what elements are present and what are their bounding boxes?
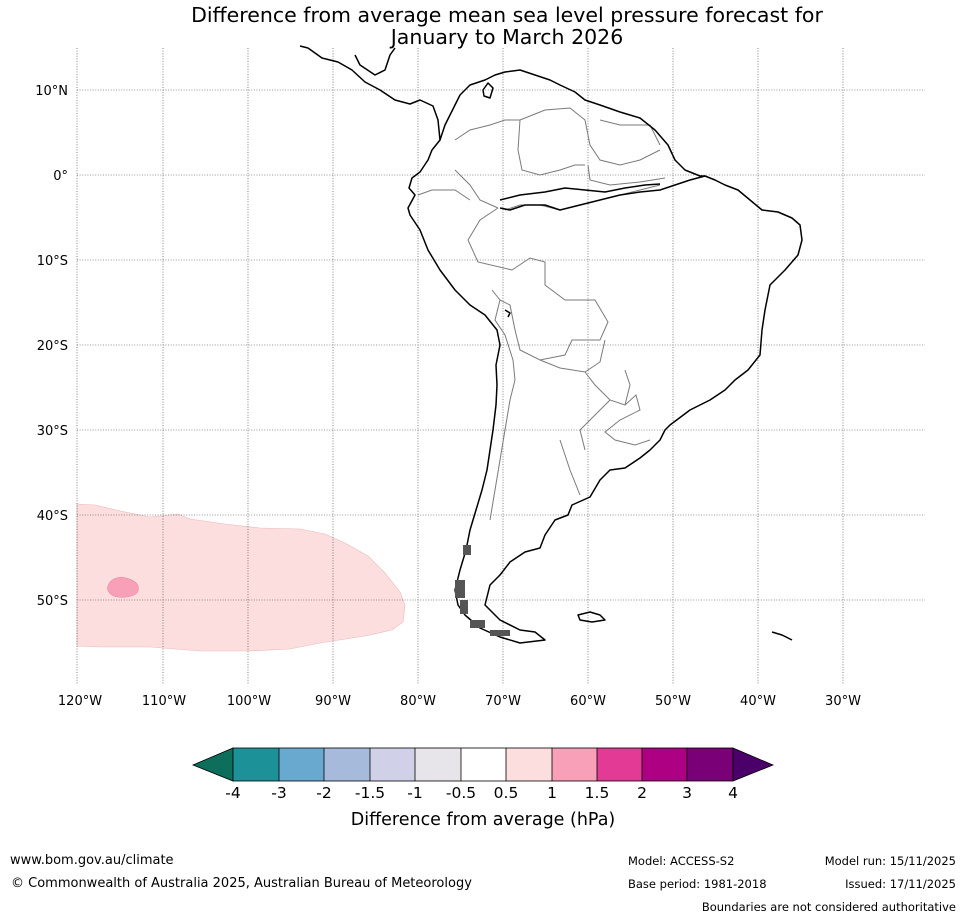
lon-label-80w: 80°W — [400, 694, 436, 709]
colorbar-legend: -4 -3 -2 -1.5 -1 -0.5 0.5 1 1.5 2 3 4 Di… — [191, 747, 775, 830]
colorbar-tick: -1.5 — [355, 784, 385, 802]
lat-label-20s: 20°S — [37, 339, 68, 354]
colorbar-tick: 0.5 — [494, 784, 519, 802]
model-name: Model: ACCESS-S2 — [628, 854, 735, 868]
lon-label-60w: 60°W — [570, 694, 606, 709]
lat-label-50s: 50°S — [37, 594, 68, 609]
colorbar-tick: -2 — [316, 784, 331, 802]
chilean-archipelago — [455, 545, 510, 636]
lake-maracaibo — [482, 82, 494, 99]
colorbar-extend-min — [191, 747, 234, 782]
lon-label-90w: 90°W — [315, 694, 351, 709]
graticule — [76, 48, 925, 685]
colorbar-segment — [461, 748, 506, 781]
colorbar-segment — [687, 748, 733, 781]
boundaries-disclaimer: Boundaries are not considered authoritat… — [701, 900, 956, 914]
south-georgia — [771, 631, 793, 641]
colorbar-tick: 1.5 — [585, 784, 610, 802]
coastlines — [299, 45, 803, 644]
colorbar-tick: 2 — [637, 784, 647, 802]
lon-label-40w: 40°W — [740, 694, 776, 709]
model-run-date: Model run: 15/11/2025 — [824, 854, 956, 868]
anomaly-region-0.5-1 — [76, 503, 406, 652]
anomaly-region-1-1.5 — [107, 577, 139, 598]
lon-label-30w: 30°W — [825, 694, 861, 709]
colorbar-tick: -1 — [407, 784, 422, 802]
colorbar-segment — [279, 748, 324, 781]
lat-label-40s: 40°S — [37, 509, 68, 524]
colorbar-segment — [506, 748, 552, 781]
falkland-islands — [577, 611, 606, 623]
lon-label-100w: 100°W — [227, 694, 271, 709]
lat-label-30s: 30°S — [37, 424, 68, 439]
colorbar-segment — [597, 748, 642, 781]
anomaly-shading — [76, 503, 406, 652]
base-period: Base period: 1981-2018 — [628, 877, 767, 891]
lat-label-10s: 10°S — [37, 254, 68, 269]
lat-label-0: 0° — [53, 169, 68, 184]
map-title: Difference from average mean sea level p… — [0, 4, 965, 48]
copyright-notice: © Commonwealth of Australia 2025, Austra… — [11, 876, 472, 891]
colorbar-tick: 1 — [547, 784, 557, 802]
latitude-labels: 10°N 0° 10°S 20°S 30°S 40°S 50°S — [35, 84, 68, 609]
north-coastline — [439, 69, 705, 177]
colorbar-tick: -3 — [271, 784, 286, 802]
longitude-labels: 120°W 110°W 100°W 90°W 80°W 70°W 60°W 50… — [58, 694, 861, 709]
colorbar-segment — [324, 748, 370, 781]
colorbar-tick: -4 — [225, 784, 240, 802]
lat-label-10n: 10°N — [35, 84, 68, 99]
bom-url-link[interactable]: www.bom.gov.au/climate — [10, 853, 174, 868]
colorbar-title: Difference from average (hPa) — [351, 810, 616, 830]
lon-label-120w: 120°W — [58, 694, 102, 709]
south-america-coastline — [307, 47, 803, 644]
colorbar-tick: 4 — [728, 784, 738, 802]
lon-label-110w: 110°W — [142, 694, 186, 709]
country-borders — [417, 107, 666, 521]
lon-label-70w: 70°W — [485, 694, 521, 709]
central-america-coastline — [299, 45, 396, 76]
colorbar-segment — [415, 748, 461, 781]
lon-label-50w: 50°W — [655, 694, 691, 709]
title-line-2: January to March 2026 — [390, 25, 624, 49]
colorbar-segment — [552, 748, 597, 781]
colorbar-segment — [233, 748, 279, 781]
amazon-river — [499, 183, 661, 201]
lake-titicaca — [504, 309, 511, 318]
colorbar-segment — [370, 748, 415, 781]
colorbar-tick: 3 — [682, 784, 692, 802]
colorbar-tick: -0.5 — [446, 784, 476, 802]
title-line-1: Difference from average mean sea level p… — [191, 3, 823, 27]
issued-date: Issued: 17/11/2025 — [845, 877, 956, 891]
colorbar-extend-max — [732, 747, 775, 782]
colorbar-segment — [642, 748, 687, 781]
